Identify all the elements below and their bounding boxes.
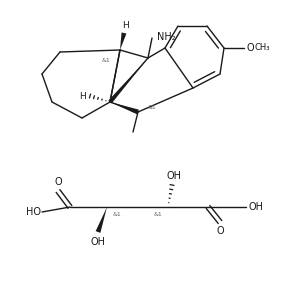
Text: NH₂: NH₂ bbox=[157, 32, 175, 42]
Text: &1: &1 bbox=[148, 104, 156, 109]
Text: H: H bbox=[123, 21, 130, 29]
Polygon shape bbox=[120, 32, 126, 50]
Polygon shape bbox=[110, 102, 139, 114]
Text: O: O bbox=[216, 226, 224, 236]
Text: &1: &1 bbox=[113, 211, 121, 216]
Text: OH: OH bbox=[91, 237, 105, 247]
Text: HO: HO bbox=[26, 207, 41, 217]
Text: OH: OH bbox=[166, 171, 181, 181]
Text: H: H bbox=[79, 91, 85, 101]
Text: &1: &1 bbox=[102, 58, 110, 63]
Text: O: O bbox=[247, 43, 255, 53]
Polygon shape bbox=[108, 58, 148, 103]
Text: CH₃: CH₃ bbox=[255, 43, 270, 51]
Polygon shape bbox=[96, 207, 107, 233]
Text: OH: OH bbox=[248, 202, 264, 212]
Text: &1: &1 bbox=[154, 211, 162, 216]
Text: O: O bbox=[54, 177, 62, 187]
